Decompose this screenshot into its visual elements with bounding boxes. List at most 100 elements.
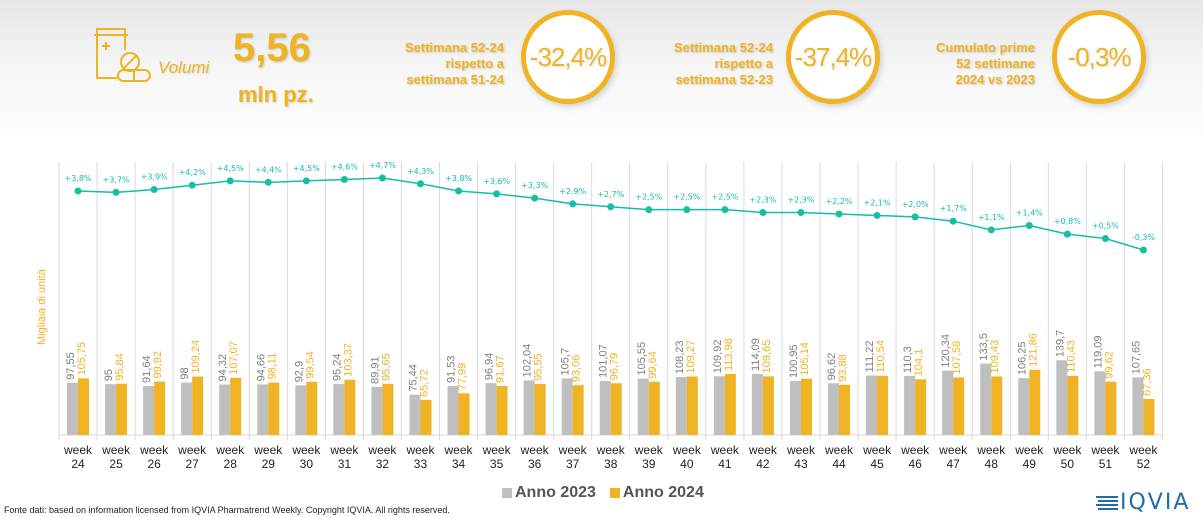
bar-label-2023: 111,22: [864, 340, 876, 372]
x-tick-label: week: [63, 443, 93, 457]
line-point: [531, 194, 539, 202]
legend-item-2024: Anno 2024: [609, 484, 704, 502]
bar-label-2024: 65,72: [418, 369, 430, 397]
bar-label-2024: 99,64: [647, 351, 659, 379]
x-tick-label: 36: [528, 457, 542, 470]
x-tick-label: 41: [718, 457, 732, 470]
line-point-label: +3,8%: [65, 174, 92, 183]
bar-2023: [751, 373, 763, 435]
line-point-label: +2,7%: [597, 190, 624, 199]
logo-text: IQVIA: [1120, 490, 1191, 515]
line-point-label: +2,5%: [673, 193, 700, 202]
x-tick-label: week: [253, 443, 283, 457]
bar-label-2023: 95,24: [331, 354, 343, 382]
bar-label-2024: 99,54: [304, 351, 316, 379]
line-point-label: +4,6%: [331, 162, 358, 171]
kpi-value: -32,4%: [529, 41, 607, 72]
bar-label-2023: 133,5: [978, 333, 990, 361]
bar-2024: [420, 399, 432, 435]
line-point-label: +3,9%: [141, 173, 168, 182]
kpi-cumulative-desc: Cumulato prime 52 settimane 2024 vs 2023: [936, 40, 1035, 88]
bar-2023: [523, 380, 535, 435]
bar-label-2024: 121,86: [1027, 333, 1039, 367]
kpi-desc-line: Settimana 52-24: [405, 40, 504, 55]
bar-label-2024: 105,14: [799, 342, 811, 376]
x-tick-label: week: [329, 443, 359, 457]
bar-label-2023: 119,09: [1092, 335, 1104, 368]
bar-2023: [942, 370, 954, 435]
legend-label-2024: Anno 2024: [622, 484, 704, 501]
bar-2023: [447, 386, 459, 435]
x-tick-label: week: [976, 443, 1006, 457]
x-tick-label: week: [405, 443, 435, 457]
bar-label-2024: 107,58: [951, 341, 963, 375]
bar-label-2023: 91,53: [446, 356, 458, 384]
bar-2023: [561, 378, 573, 435]
volume-value: 5,56: [233, 26, 311, 70]
bar-2024: [306, 381, 318, 435]
bar-label-2023: 139,7: [1054, 330, 1066, 358]
volume-unit: mln pz.: [238, 82, 314, 107]
bar-2024: [344, 379, 356, 435]
x-tick-label: 51: [1099, 457, 1113, 470]
kpi-desc-line: rispetto a: [714, 56, 773, 71]
bar-2023: [143, 385, 155, 435]
bar-label-2024: 110,54: [875, 340, 887, 373]
x-tick-label: week: [1128, 443, 1158, 457]
line-point-label: +2,5%: [711, 193, 738, 202]
x-tick-label: week: [824, 443, 854, 457]
line-point-label: +1,7%: [940, 204, 967, 213]
bar-label-2023: 106,25: [1016, 342, 1028, 376]
x-tick-label: 50: [1061, 457, 1075, 470]
bar-2023: [599, 380, 611, 435]
x-tick-label: week: [672, 443, 702, 457]
bar-label-2023: 100,95: [788, 344, 800, 378]
bar-label-2023: 97,55: [65, 352, 77, 380]
bar-label-2023: 92,9: [293, 361, 305, 382]
kpi-value: -37,4%: [794, 41, 872, 72]
bar-label-2023: 105,7: [560, 348, 572, 376]
line-point-label: +4,4%: [255, 165, 282, 174]
line-group: +3,8% +3,7% +3,9% +4,2% +4,5% +4,4% +4,5% +4,6%…: [65, 161, 1156, 254]
source-footnote: Fonte dati: based on information license…: [4, 505, 450, 515]
line-point-label: -0,3%: [1132, 233, 1156, 242]
bar-2023: [181, 382, 193, 435]
bar-2023: [980, 363, 992, 435]
x-tick-label: 37: [566, 457, 580, 470]
line-point: [873, 211, 881, 219]
x-tick-label: 31: [338, 457, 352, 470]
line-point: [493, 190, 501, 198]
bar-2023: [637, 378, 649, 435]
x-tick-label: 35: [490, 457, 504, 470]
bar-2024: [268, 382, 280, 435]
bar-2024: [1029, 369, 1041, 435]
bar-label-2024: 103,37: [342, 343, 354, 377]
x-tick-label: 26: [147, 457, 161, 470]
x-tick-label: week: [1090, 443, 1120, 457]
bar-2024: [953, 377, 965, 435]
x-tick-label: 52: [1137, 457, 1151, 470]
line-point-label: +4,2%: [179, 168, 206, 177]
chart-grid: [58, 162, 1163, 440]
line-point-label: +2,1%: [864, 198, 891, 207]
bar-2023: [789, 380, 801, 435]
bar-label-2023: 98: [179, 367, 191, 379]
line-point: [759, 209, 767, 217]
x-tick-label: week: [291, 443, 321, 457]
bar-2024: [762, 376, 774, 435]
x-tick-label: week: [520, 443, 550, 457]
bar-label-2024: 98,11: [266, 353, 278, 380]
x-tick-label: week: [139, 443, 169, 457]
x-tick-label: 34: [452, 457, 466, 470]
bar-label-2023: 120,34: [940, 334, 952, 368]
line-point: [569, 200, 577, 208]
bar-label-2023: 101,07: [598, 344, 610, 378]
bar-2024: [724, 374, 736, 435]
y-axis-label: Migliaia di unità: [36, 269, 48, 345]
bar-2023: [219, 384, 231, 435]
bar-2024: [1143, 398, 1155, 435]
line-point: [416, 180, 424, 188]
kpi-week-vs-last-year-desc: Settimana 52-24 rispetto a settimana 52-…: [674, 40, 773, 88]
bar-label-2023: 105,55: [636, 342, 648, 376]
x-tick-label: 33: [414, 457, 428, 470]
